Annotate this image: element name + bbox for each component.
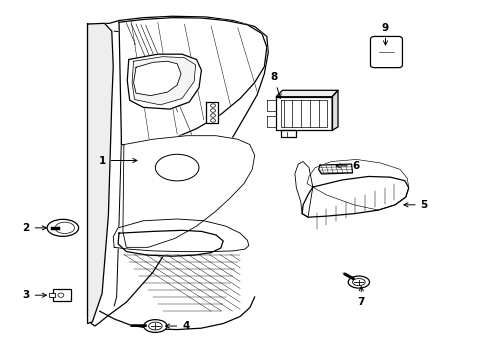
- Polygon shape: [88, 16, 268, 326]
- Ellipse shape: [144, 320, 167, 332]
- Polygon shape: [118, 230, 223, 256]
- Circle shape: [211, 114, 216, 117]
- Ellipse shape: [352, 279, 365, 285]
- Ellipse shape: [155, 154, 199, 181]
- Text: 6: 6: [336, 161, 360, 171]
- Polygon shape: [123, 136, 255, 247]
- Polygon shape: [119, 18, 267, 148]
- Polygon shape: [276, 90, 338, 97]
- Polygon shape: [276, 97, 332, 130]
- Polygon shape: [332, 90, 338, 130]
- Circle shape: [58, 293, 64, 297]
- Polygon shape: [295, 162, 313, 217]
- Text: 9: 9: [382, 23, 389, 45]
- Ellipse shape: [348, 276, 369, 288]
- Ellipse shape: [148, 322, 162, 330]
- Circle shape: [211, 104, 216, 107]
- Polygon shape: [134, 61, 181, 96]
- Circle shape: [211, 109, 216, 112]
- Ellipse shape: [47, 219, 78, 237]
- FancyBboxPatch shape: [49, 293, 55, 297]
- Text: 1: 1: [98, 156, 137, 166]
- Text: 4: 4: [166, 321, 190, 331]
- Text: 2: 2: [23, 223, 47, 233]
- Text: 3: 3: [23, 290, 47, 300]
- Polygon shape: [281, 130, 296, 137]
- Polygon shape: [318, 164, 352, 174]
- Polygon shape: [127, 54, 201, 109]
- Polygon shape: [206, 102, 219, 123]
- Text: 7: 7: [358, 287, 365, 307]
- Polygon shape: [88, 23, 113, 324]
- Polygon shape: [267, 100, 276, 111]
- Polygon shape: [132, 57, 196, 105]
- FancyBboxPatch shape: [53, 289, 71, 301]
- Polygon shape: [113, 219, 249, 252]
- Ellipse shape: [55, 222, 74, 234]
- FancyBboxPatch shape: [370, 36, 402, 68]
- Text: 5: 5: [404, 200, 428, 210]
- Polygon shape: [302, 176, 409, 217]
- Circle shape: [211, 119, 216, 122]
- Text: 8: 8: [270, 72, 281, 98]
- Polygon shape: [267, 116, 276, 127]
